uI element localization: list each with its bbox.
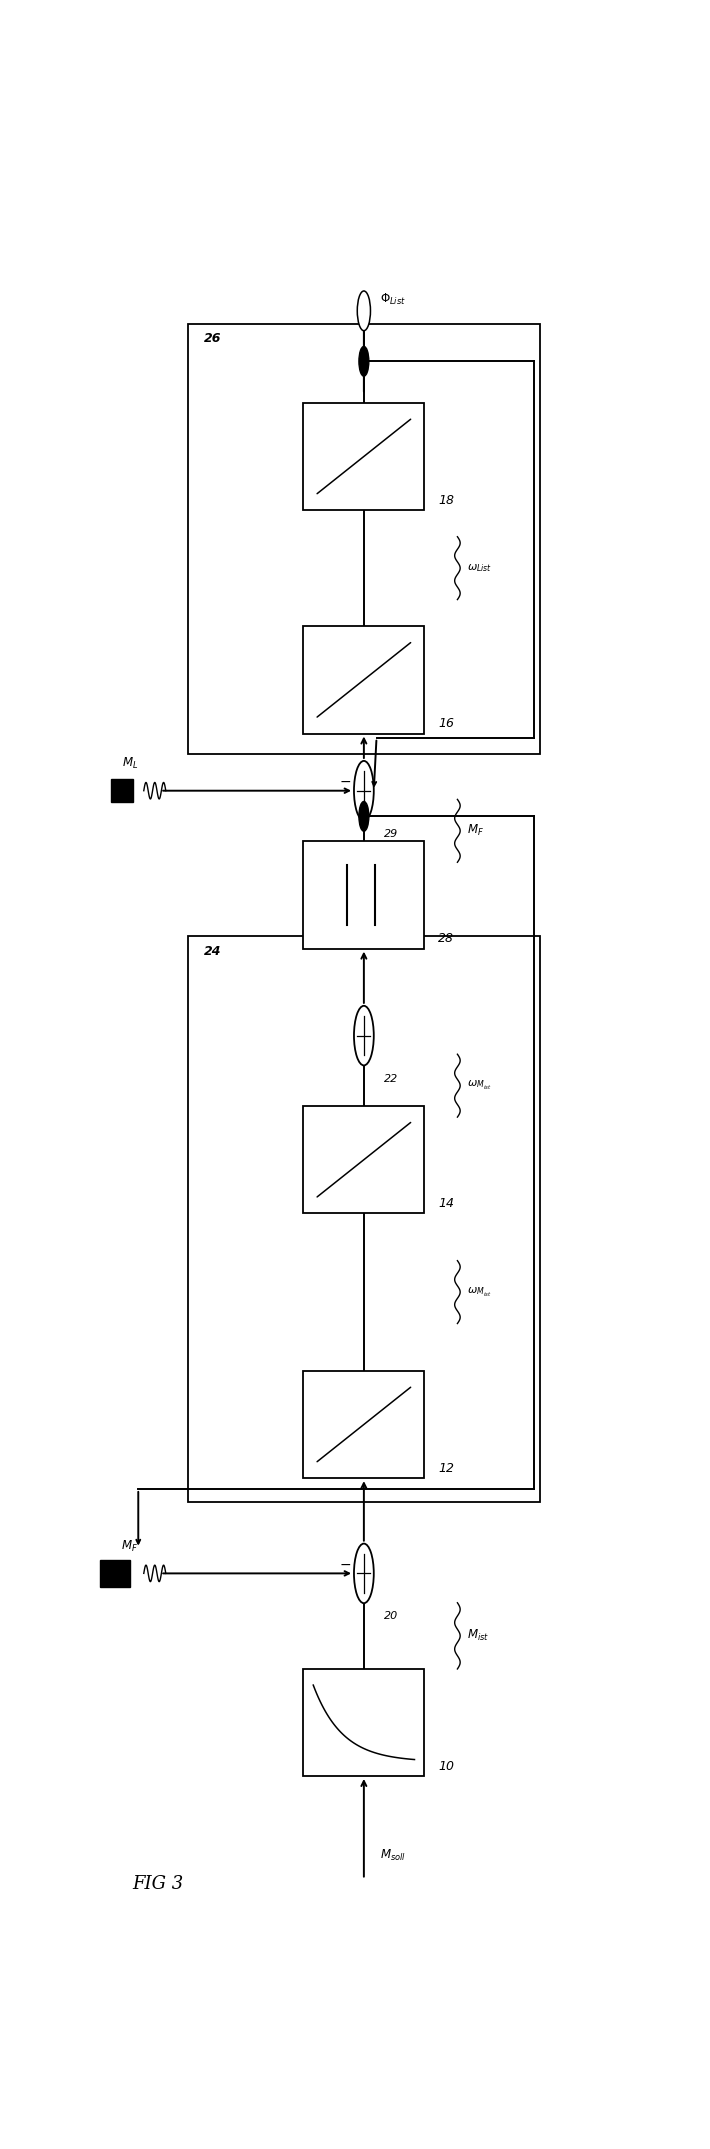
Text: $M_F$: $M_F$: [467, 823, 484, 838]
Circle shape: [354, 1006, 373, 1066]
Bar: [303, 402, 425, 509]
Text: 28: 28: [438, 933, 454, 946]
Text: 24: 24: [204, 946, 222, 958]
Text: 29: 29: [383, 830, 398, 838]
Text: 10: 10: [438, 1760, 454, 1773]
Text: $M_{soll}$: $M_{soll}$: [381, 1848, 406, 1863]
Text: −: −: [339, 1558, 351, 1571]
Text: 12: 12: [438, 1461, 454, 1474]
Circle shape: [354, 761, 373, 821]
Text: 16: 16: [438, 718, 454, 731]
Text: $\omega_{M_{ist}}$: $\omega_{M_{ist}}$: [467, 1079, 492, 1092]
Bar: [99, 1560, 130, 1586]
Text: FIG 3: FIG 3: [133, 1874, 184, 1893]
Bar: [303, 840, 425, 948]
Bar: [303, 1668, 425, 1775]
Bar: [187, 324, 540, 754]
Text: $\omega_{List}$: $\omega_{List}$: [467, 563, 493, 574]
Text: $M_L$: $M_L$: [122, 756, 138, 771]
Circle shape: [359, 802, 368, 832]
Text: 26: 26: [204, 333, 222, 346]
Text: $M_{ist}$: $M_{ist}$: [467, 1629, 489, 1644]
Text: 18: 18: [438, 494, 454, 507]
Bar: [303, 1371, 425, 1479]
Text: −: −: [339, 776, 351, 789]
Bar: [111, 780, 133, 802]
Text: $\Phi_{List}$: $\Phi_{List}$: [381, 292, 406, 307]
Circle shape: [357, 290, 371, 331]
Circle shape: [359, 346, 368, 376]
Text: 14: 14: [438, 1197, 454, 1210]
Text: 20: 20: [383, 1612, 398, 1622]
Bar: [303, 625, 425, 733]
Circle shape: [354, 1543, 373, 1603]
Text: $\omega_{M_{ist}}$: $\omega_{M_{ist}}$: [467, 1285, 492, 1298]
Text: $M_F$: $M_F$: [121, 1539, 138, 1554]
Bar: [303, 1107, 425, 1214]
Bar: [187, 937, 540, 1502]
Text: 22: 22: [383, 1074, 398, 1083]
